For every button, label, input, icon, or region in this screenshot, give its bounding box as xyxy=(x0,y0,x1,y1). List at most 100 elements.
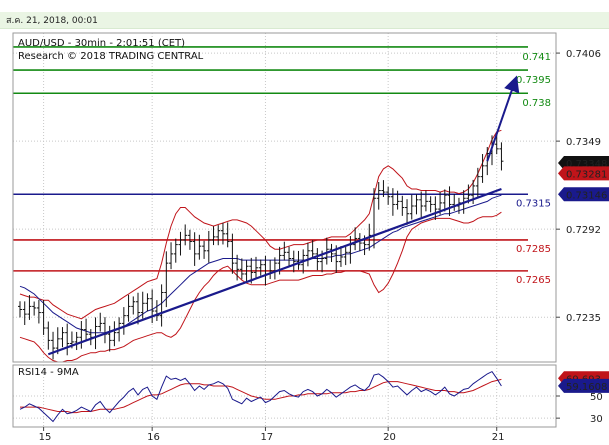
price-bar xyxy=(291,250,296,273)
bollinger-lower-line xyxy=(19,211,502,362)
price-bar xyxy=(79,320,84,349)
price-tag: 0.73146 xyxy=(558,187,609,201)
chart-subtitle: Research © 2018 TRADING CENTRAL xyxy=(18,51,204,62)
price-bar xyxy=(46,321,51,350)
price-bar xyxy=(51,331,56,360)
price-bar xyxy=(60,327,65,348)
price-bar xyxy=(93,317,98,350)
projection-arrow xyxy=(486,75,520,162)
price-bar xyxy=(423,190,428,212)
x-tick-label: 17 xyxy=(260,432,273,443)
price-bar xyxy=(27,295,32,320)
price-bar xyxy=(305,242,310,267)
price-bar xyxy=(296,250,301,270)
price-bar xyxy=(159,284,164,327)
y-tick-label: 0.7292 xyxy=(566,225,601,236)
date-bar: ส.ค. 21, 2018, 00:01 xyxy=(0,0,609,30)
price-tag-bg xyxy=(558,166,609,181)
price-bar xyxy=(357,233,362,252)
price-bar xyxy=(414,194,419,215)
price-bar xyxy=(343,247,348,266)
price-bar xyxy=(338,246,343,267)
frame-layer xyxy=(12,32,557,428)
price-bar xyxy=(475,167,480,198)
price-bar xyxy=(102,317,107,344)
price-bar xyxy=(126,294,131,322)
price-bar xyxy=(192,232,197,266)
price-bar xyxy=(315,248,320,271)
bollinger-upper-line xyxy=(19,129,502,320)
price-bar xyxy=(65,323,70,356)
price-bar xyxy=(225,222,230,248)
price-bar xyxy=(169,242,174,270)
price-bar xyxy=(112,321,117,347)
price-bar xyxy=(74,331,79,351)
price-bar xyxy=(230,233,235,274)
date-label: ส.ค. 21, 2018, 00:01 xyxy=(6,16,98,26)
y-tick-label: 0.7235 xyxy=(566,313,601,324)
price-tag-text: 0.73348 xyxy=(566,159,607,170)
price-bar xyxy=(84,318,89,340)
price-bar xyxy=(282,241,287,261)
price-tag-text: 0.73146 xyxy=(566,190,607,201)
x-tick-label: 20 xyxy=(383,432,396,443)
rsi-title: RSI14 - 9MA xyxy=(18,367,79,378)
price-bar xyxy=(254,256,258,278)
price-bar xyxy=(329,243,334,262)
price-bar xyxy=(287,246,292,267)
rsi-ma-line xyxy=(20,378,502,414)
price-bar xyxy=(107,325,112,352)
price-bar xyxy=(121,307,126,335)
price-bar xyxy=(395,190,400,210)
price-bar xyxy=(183,224,188,246)
price-bar xyxy=(154,300,159,321)
price-bar xyxy=(211,226,216,246)
price-bar xyxy=(145,293,150,312)
price-bar xyxy=(216,225,221,246)
price-bar xyxy=(433,196,438,220)
price-bar xyxy=(136,292,140,325)
rsi-line xyxy=(19,370,502,423)
price-bar xyxy=(32,301,37,316)
price-bar xyxy=(390,188,395,216)
price-bar xyxy=(480,154,485,183)
grid-layer xyxy=(13,33,556,427)
price-bar xyxy=(41,300,46,335)
price-bar xyxy=(206,230,211,263)
price-bar xyxy=(258,259,263,276)
y-tick-label: 0.7406 xyxy=(566,49,601,60)
level-label: 0.7395 xyxy=(516,75,551,86)
axis-layer: 15 16 17 20 21 0.7406 0.7349 0.7292 0.7235 50 30 xyxy=(39,49,603,443)
price-bar xyxy=(140,291,145,319)
price-bar xyxy=(268,260,273,280)
price-bar xyxy=(55,327,60,355)
price-bar xyxy=(447,186,452,217)
price-tag-text: 0.73281 xyxy=(566,169,607,180)
price-bar xyxy=(36,299,41,324)
levels-layer: 0.741 0.7395 0.738 0.7315 0.7285 0.7265 xyxy=(13,46,551,286)
price-bar xyxy=(164,251,169,308)
price-bar xyxy=(244,260,249,283)
series-layer xyxy=(18,75,520,362)
level-label: 0.741 xyxy=(522,52,551,63)
rsi-tick-label: 30 xyxy=(590,414,603,425)
price-bar xyxy=(419,191,424,218)
price-bar xyxy=(131,296,136,315)
price-bar xyxy=(409,194,414,220)
price-bar xyxy=(400,195,405,216)
price-bar xyxy=(220,222,225,245)
price-bar xyxy=(452,194,457,211)
price-panel-frame xyxy=(12,32,557,363)
price-bar xyxy=(499,142,504,171)
price-bar xyxy=(98,312,103,332)
rsi-tick-label: 50 xyxy=(590,392,603,403)
price-bar xyxy=(197,234,202,260)
x-tick-label: 16 xyxy=(147,432,160,443)
price-bar xyxy=(376,181,381,210)
price-bar xyxy=(178,231,183,256)
level-label: 0.7285 xyxy=(516,244,551,255)
price-bar xyxy=(22,301,27,326)
rsi-layer xyxy=(19,370,502,423)
level-label: 0.7265 xyxy=(516,275,551,286)
